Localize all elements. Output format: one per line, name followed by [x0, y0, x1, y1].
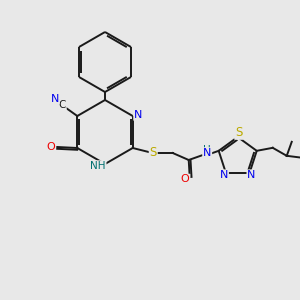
Text: S: S	[235, 126, 242, 139]
Text: N: N	[51, 94, 59, 103]
Text: N: N	[203, 148, 212, 158]
Text: O: O	[46, 142, 55, 152]
Text: N: N	[134, 110, 142, 120]
Text: S: S	[149, 146, 157, 160]
Text: NH: NH	[90, 161, 106, 171]
Text: H: H	[203, 145, 211, 154]
Text: O: O	[181, 175, 190, 184]
Text: C: C	[58, 100, 66, 110]
Text: N: N	[247, 170, 256, 180]
Text: N: N	[220, 170, 228, 180]
